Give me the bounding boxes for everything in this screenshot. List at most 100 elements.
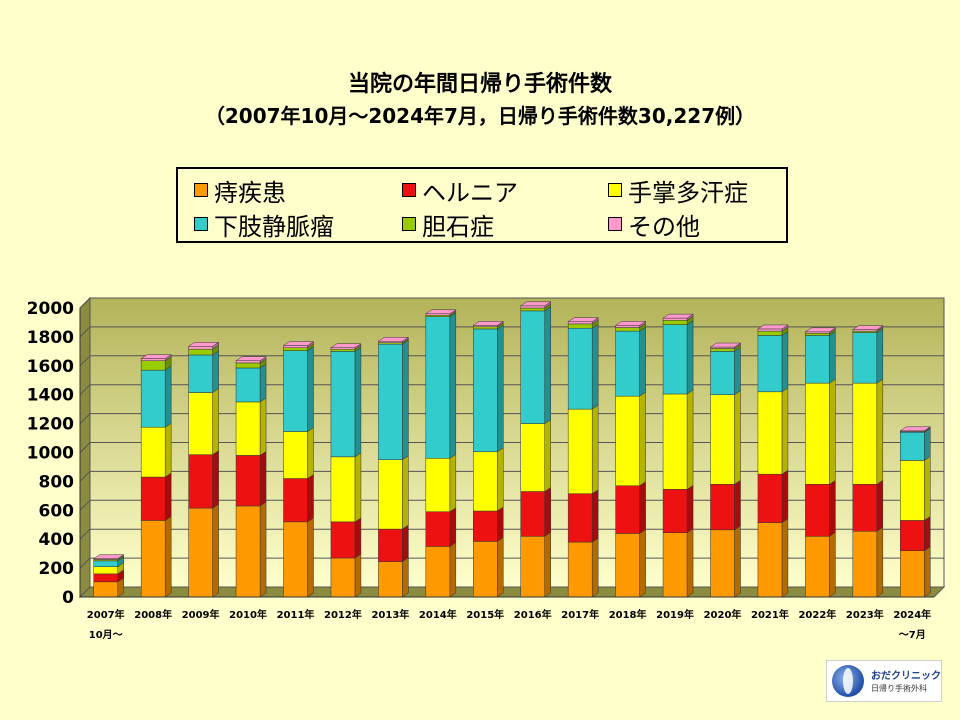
bar-segment <box>900 550 925 598</box>
bar-segment <box>805 536 830 598</box>
gridline-side <box>79 557 91 569</box>
bar-segment <box>140 369 166 428</box>
bar-segment <box>662 320 688 325</box>
bar-segment <box>283 478 308 523</box>
bar-segment-side <box>781 387 789 475</box>
y-tick-label: 2000 <box>27 299 74 319</box>
x-tick-label: 2015年 <box>466 608 504 621</box>
bar-segment <box>757 328 783 332</box>
legend-item-hyperhidrosis: 手掌多汗症 <box>608 175 748 207</box>
bar-segment <box>425 316 451 459</box>
bar-segment-side <box>307 474 314 523</box>
bar-top-cap <box>519 301 552 307</box>
legend-item-gallstone: 胆石症 <box>402 209 494 241</box>
bar-segment-side <box>449 507 457 547</box>
bar-segment-side <box>829 531 836 598</box>
y-tick-label: 1800 <box>27 328 74 348</box>
bar-segment <box>615 330 640 397</box>
bar-segment <box>140 426 166 478</box>
clinic-logo-name: おだクリニック <box>871 671 941 682</box>
bar-segment <box>140 476 166 521</box>
bar-segment-side <box>402 455 409 530</box>
bar-segment <box>852 531 878 598</box>
bar-segment-side <box>354 553 362 598</box>
bar-segment <box>662 393 688 490</box>
bar-top-cap <box>425 309 457 315</box>
bar-segment-side <box>639 391 646 487</box>
bar-segment <box>93 573 118 583</box>
x-tick-sublabel: ～7月 <box>899 629 926 641</box>
bar-segment <box>757 473 783 523</box>
bar-segment-side <box>402 557 409 598</box>
y-tick-label: 800 <box>39 472 75 492</box>
bar-segment-side <box>259 363 267 403</box>
bar-segment-side <box>497 324 504 453</box>
bar-segment-side <box>734 479 741 531</box>
bar-segment <box>852 484 878 532</box>
bar-top-cap <box>852 325 884 330</box>
bar-segment <box>710 484 735 531</box>
bar-segment <box>378 561 403 598</box>
bar-segment <box>330 351 356 458</box>
y-tick-label: 1000 <box>27 444 74 464</box>
x-tick-label: 2024年 <box>893 608 931 621</box>
y-tick-label: 1400 <box>27 386 74 406</box>
bar-segment <box>330 348 356 352</box>
bar-segment-side <box>734 525 741 598</box>
bar-segment <box>662 532 688 598</box>
bar-segment <box>425 511 451 547</box>
x-tick-label: 2008年 <box>134 608 172 621</box>
gridline-side <box>79 297 91 309</box>
bar-segment-side <box>639 481 646 534</box>
bar-segment-side <box>591 404 599 495</box>
gridline-side <box>79 499 91 511</box>
bar-segment <box>93 566 118 575</box>
bar-segment-side <box>259 450 267 507</box>
bar-segment-side <box>639 326 646 397</box>
y-tick-label: 0 <box>62 588 74 608</box>
bar-segment <box>710 351 735 395</box>
bar-segment-side <box>212 388 219 456</box>
clinic-logo: おだクリニック 日帰り手術外科 <box>826 660 942 702</box>
bar-top-cap <box>377 336 410 342</box>
bar-segment-side <box>354 517 362 559</box>
bar-segment <box>520 423 545 492</box>
bar-segment-side <box>924 427 931 461</box>
bar-segment <box>615 533 640 598</box>
bar-segment <box>567 321 593 325</box>
legend-label: 下肢静脈瘤 <box>214 212 334 241</box>
legend-item-hemorrhoid: 痔疾患 <box>194 175 286 207</box>
bar-segment-side <box>591 537 599 598</box>
bar-segment <box>330 557 356 598</box>
bar-segment-side <box>686 320 694 395</box>
bar-segment <box>283 345 308 348</box>
gridline-side <box>79 471 91 482</box>
bar-segment <box>757 330 783 336</box>
bar-top-cap <box>709 342 742 348</box>
bar-top-cap <box>235 356 267 361</box>
bar-segment <box>188 507 213 598</box>
x-tick-label: 2017年 <box>561 608 599 621</box>
bar-segment <box>662 317 688 321</box>
y-tick-label: 400 <box>39 530 75 550</box>
x-tick-label: 2021年 <box>751 608 789 621</box>
gridline-side <box>79 355 91 367</box>
bar-segment-side <box>544 487 551 537</box>
bar-segment <box>378 528 403 562</box>
bar-segment <box>93 560 118 567</box>
bar-segment-side <box>876 378 884 485</box>
bar-segment <box>615 327 640 332</box>
legend-swatch <box>402 183 416 197</box>
bar-segment <box>283 347 308 351</box>
bar-segment-side <box>212 503 219 598</box>
legend-label: 痔疾患 <box>214 178 286 207</box>
bar-segment <box>473 326 498 330</box>
bar-segment <box>520 491 545 537</box>
bar-segment <box>188 454 213 509</box>
bar-segment <box>567 323 593 329</box>
bar-segment-side <box>354 346 362 458</box>
bar-segment <box>283 431 308 479</box>
bar-segment <box>473 451 498 512</box>
bar-segment <box>330 521 356 559</box>
